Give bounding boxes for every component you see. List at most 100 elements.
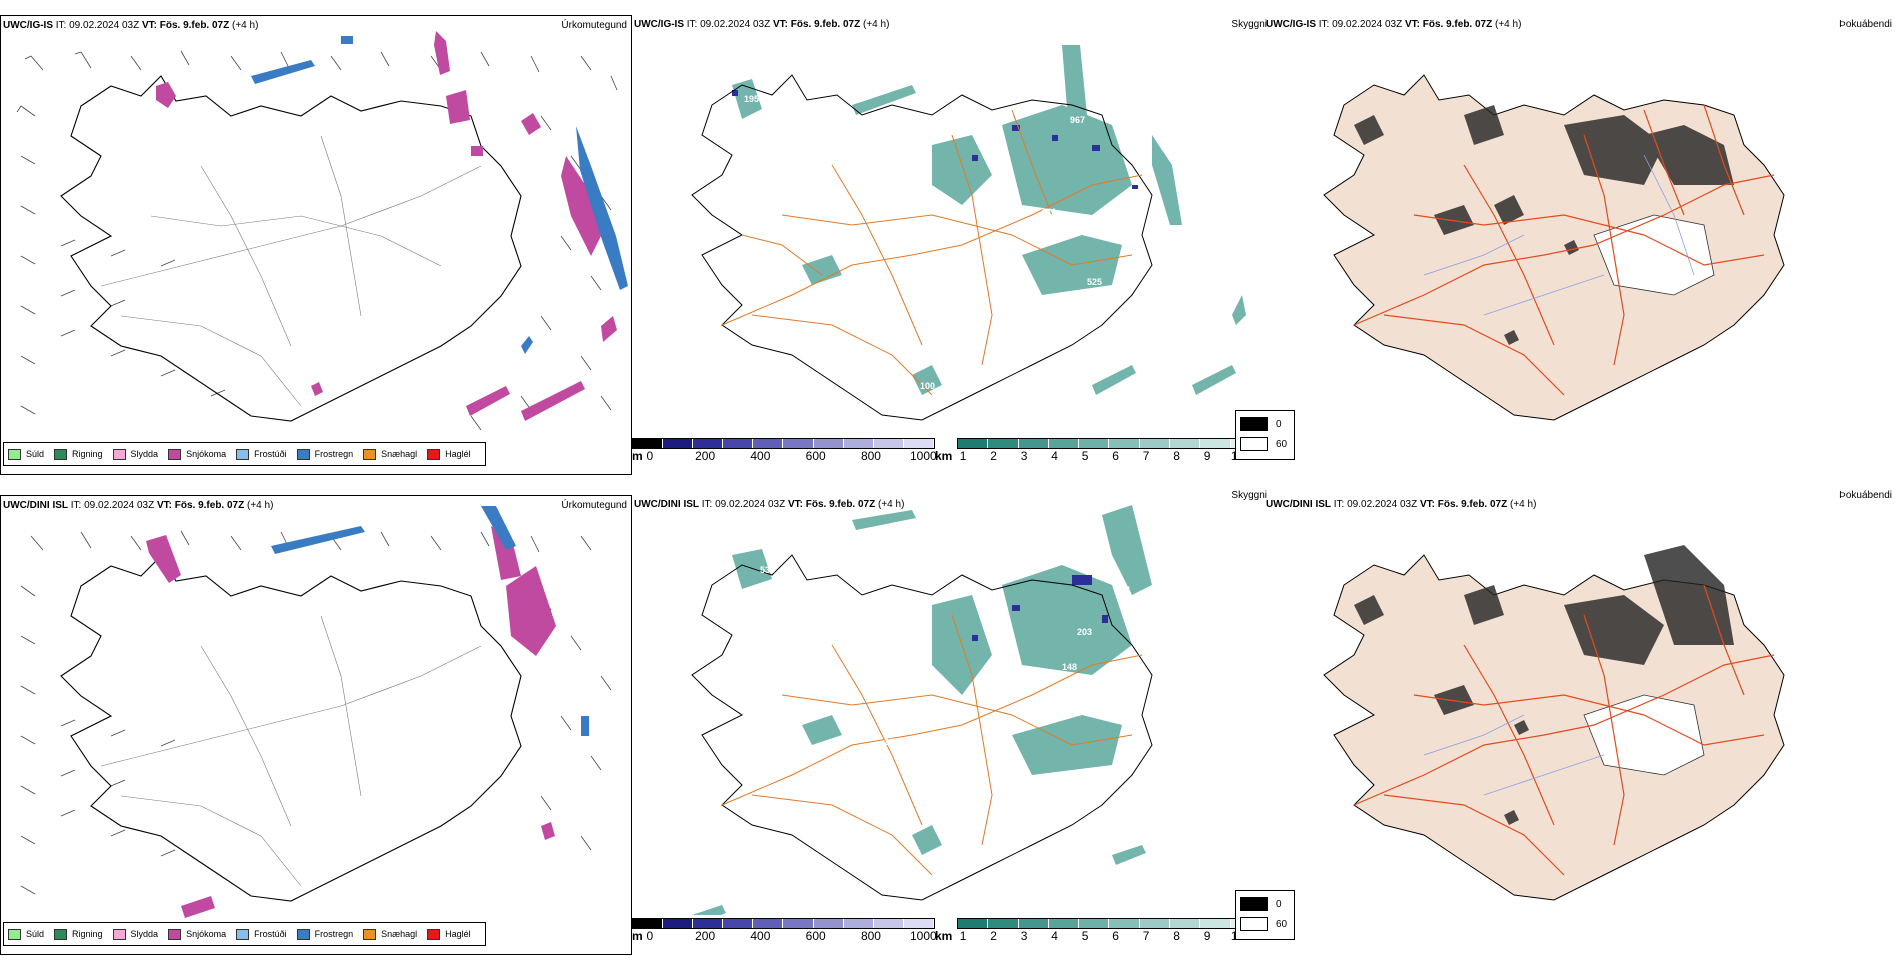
colorbar-tick: 5 — [1081, 449, 1089, 463]
iceland-coastline — [60, 75, 522, 422]
colorbar-tick: 0 — [646, 449, 654, 463]
colorbar-tick: 5 — [1081, 929, 1089, 943]
precip-type-legend: Súld Rigning Slydda Snjókoma Frostúði Fr… — [3, 442, 486, 466]
panel-title: Úrkomutegund — [561, 500, 627, 511]
cloud-label: 225 — [884, 737, 899, 747]
panel-title: Úrkomutegund — [561, 20, 627, 31]
iceland-land — [1323, 554, 1785, 901]
precip-map — [20, 506, 612, 918]
cloud-visibility-map: 195 967 255 211 525 100 — [691, 45, 1246, 421]
panel-header: UWC/IG-IS IT: 09.02.2024 03Z VT: Fös. 9.… — [3, 20, 259, 31]
visibility-colorbar: km 1 2 3 4 5 6 7 8 9 10 — [935, 438, 1262, 463]
fog-index-map — [1323, 545, 1785, 901]
cloud-panel-2: UWC/DINI ISL IT: 09.02.2024 03Z VT: Fös.… — [632, 490, 1267, 955]
panel-header: UWC/IG-IS IT: 09.02.2024 03Z VT: Fös. 9.… — [1266, 19, 1522, 30]
cloud-label: 100 — [920, 381, 935, 391]
colorbar-tick: 200 — [695, 929, 716, 943]
colorbar-tick: 6 — [1112, 449, 1119, 463]
colorbar-unit: km — [935, 929, 953, 943]
fog-index-legend: 0 60 — [1235, 410, 1295, 460]
colorbar-tick: 2 — [990, 929, 997, 943]
legend-item-hagel: Haglél — [427, 448, 471, 460]
iceland-coastline — [691, 74, 1153, 421]
colorbar-tick: 8 — [1173, 929, 1180, 943]
cloud-panel-1: UWC/IG-IS IT: 09.02.2024 03Z VT: Fös. 9.… — [632, 15, 1267, 475]
cloud-base-colorbar: m 0 200 400 600 800 1000 — [632, 438, 937, 463]
colorbar-tick: 7 — [1142, 929, 1150, 943]
legend-item-snaehagl: Snæhagl — [363, 448, 417, 460]
fog-legend-black: 0 — [1276, 418, 1282, 430]
iceland-coastline — [691, 554, 1153, 901]
legend-item-frostregn: Frostregn — [296, 448, 353, 460]
iceland-coastline — [60, 555, 522, 902]
colorbar-tick: 9 — [1203, 929, 1211, 943]
colorbar-tick: 8 — [1173, 449, 1180, 463]
cloud-label: 195 — [744, 94, 759, 104]
cloud-visibility-map: 533 111 229 225 203 148 — [691, 505, 1153, 915]
panel-header: UWC/DINI ISL IT: 09.02.2024 03Z VT: Fös.… — [3, 500, 274, 511]
panel-title: Þokuábendi — [1839, 490, 1892, 501]
colorbar-tick: 1000 — [910, 449, 937, 463]
colorbar-unit: m — [632, 929, 643, 943]
fog-index-legend: 0 60 — [1235, 890, 1295, 940]
panel-header: UWC/DINI ISL IT: 09.02.2024 03Z VT: Fös.… — [634, 499, 905, 510]
colorbar-tick: 1 — [959, 929, 967, 943]
cloud-label: 148 — [1062, 662, 1077, 672]
colorbar-tick: 0 — [646, 929, 654, 943]
colorbar-tick: 4 — [1051, 449, 1058, 463]
colorbar-tick: 3 — [1020, 929, 1028, 943]
fog-panel-1: UWC/IG-IS IT: 09.02.2024 03Z VT: Fös. 9.… — [1235, 15, 1896, 475]
panel-title: Skyggni — [1231, 490, 1267, 501]
cloud-label: 967 — [1070, 115, 1085, 125]
cloud-label: 211 — [1042, 207, 1057, 217]
precip-freezing-areas — [251, 36, 628, 354]
colorbar-tick: 2 — [990, 449, 997, 463]
colorbar-unit: km — [935, 449, 953, 463]
fog-panel-2: UWC/DINI ISL IT: 09.02.2024 03Z VT: Fös.… — [1235, 490, 1896, 955]
colorbar-unit: m — [632, 449, 643, 463]
colorbar-tick: 7 — [1142, 449, 1150, 463]
cloud-label: 255 — [992, 187, 1007, 197]
legend-item-frostregn: Frostregn — [296, 928, 353, 940]
colorbar-tick: 1 — [959, 449, 967, 463]
colorbar-tick: 400 — [750, 929, 771, 943]
colorbar-tick: 1000 — [910, 929, 937, 943]
visibility-areas — [732, 45, 1246, 395]
colorbar-tick: 400 — [750, 449, 771, 463]
precip-snow-areas — [156, 31, 617, 421]
legend-item-rigning: Rigning — [54, 448, 103, 460]
legend-item-slydda: Slydda — [112, 448, 158, 460]
precip-type-legend: Súld Rigning Slydda Snjókoma Frostúði Fr… — [3, 922, 486, 946]
colorbar-tick: 600 — [805, 449, 826, 463]
cloud-label: 203 — [1077, 627, 1092, 637]
visibility-colorbar: km 1 2 3 4 5 6 7 8 9 10 — [935, 918, 1262, 943]
legend-item-slydda: Slydda — [112, 928, 158, 940]
precip-panel-1: UWC/IG-IS IT: 09.02.2024 03Z VT: Fös. 9.… — [0, 15, 632, 475]
legend-item-hagel: Haglél — [427, 928, 471, 940]
legend-item-frostudi: Frostúði — [236, 448, 287, 460]
colorbar-tick: 9 — [1203, 449, 1211, 463]
fog-index-map — [1323, 74, 1785, 421]
wind-barbs — [16, 50, 618, 431]
colorbar-tick: 800 — [860, 929, 881, 943]
cloud-label: 525 — [1087, 277, 1102, 287]
colorbar-tick: 200 — [695, 449, 716, 463]
legend-item-sudl: Súld — [8, 928, 44, 940]
colorbar-tick: 6 — [1112, 929, 1119, 943]
legend-item-snjokoma: Snjókoma — [168, 448, 226, 460]
panel-title: Þokuábendi — [1839, 19, 1892, 30]
fog-legend-black: 0 — [1276, 898, 1282, 910]
fog-legend-white: 60 — [1276, 918, 1288, 930]
cloud-base-colorbar: m 0 200 400 600 800 1000 — [632, 918, 937, 943]
legend-item-rigning: Rigning — [54, 928, 103, 940]
cloud-label: 229 — [994, 657, 1009, 667]
precip-panel-2: UWC/DINI ISL IT: 09.02.2024 03Z VT: Fös.… — [0, 495, 632, 955]
colorbar-tick: 3 — [1020, 449, 1028, 463]
precip-map — [16, 31, 628, 431]
iceland-land — [1323, 74, 1785, 421]
legend-item-snaehagl: Snæhagl — [363, 928, 417, 940]
fog-legend-white: 60 — [1276, 438, 1288, 450]
colorbar-tick: 4 — [1051, 929, 1058, 943]
cloud-label: 111 — [1117, 585, 1131, 595]
panel-header: UWC/DINI ISL IT: 09.02.2024 03Z VT: Fös.… — [1266, 499, 1537, 510]
